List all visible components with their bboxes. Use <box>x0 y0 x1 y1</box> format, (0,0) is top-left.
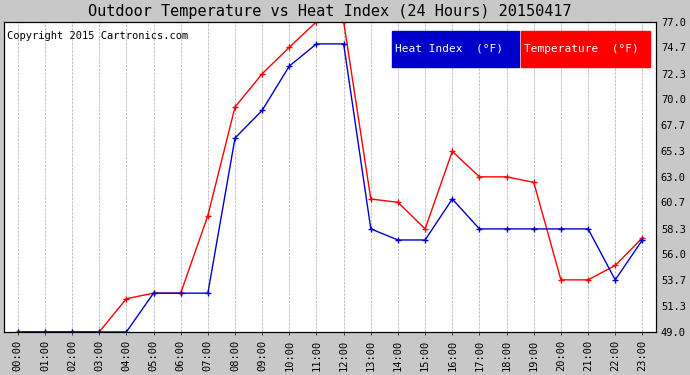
Text: Heat Index  (°F): Heat Index (°F) <box>395 44 503 54</box>
Title: Outdoor Temperature vs Heat Index (24 Hours) 20150417: Outdoor Temperature vs Heat Index (24 Ho… <box>88 4 572 19</box>
FancyBboxPatch shape <box>392 31 519 67</box>
Text: Temperature  (°F): Temperature (°F) <box>524 44 639 54</box>
FancyBboxPatch shape <box>521 31 650 67</box>
Text: Copyright 2015 Cartronics.com: Copyright 2015 Cartronics.com <box>8 31 188 41</box>
